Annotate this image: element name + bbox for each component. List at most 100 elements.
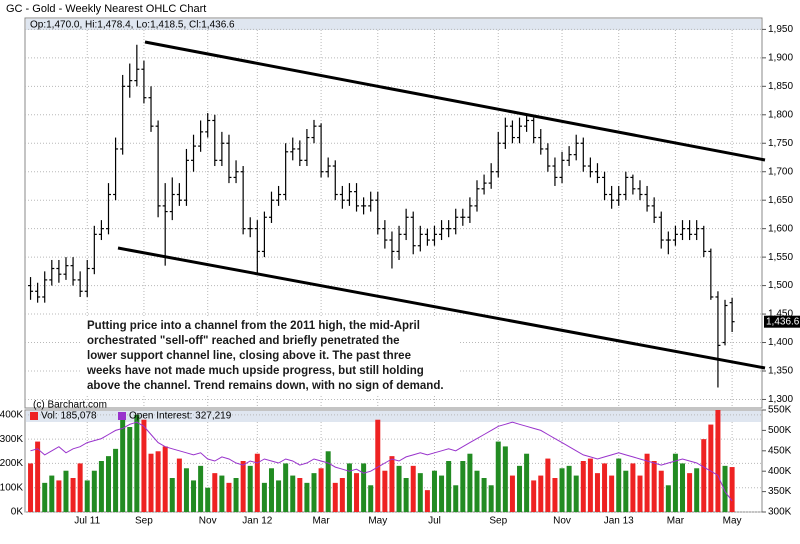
legend-label: Vol: 185,078 — [41, 411, 97, 422]
y-tick-label: 1,850 — [768, 81, 793, 92]
volume-bar — [552, 478, 558, 512]
x-tick-label: Mar — [312, 516, 330, 527]
volume-bar — [687, 473, 693, 512]
volume-bar — [382, 470, 388, 512]
volume-bar — [609, 475, 615, 512]
volume-bar — [325, 451, 331, 512]
y-tick-label: 100K — [0, 482, 23, 493]
x-tick-label: Jan 12 — [242, 516, 272, 527]
volume-bar — [396, 465, 402, 512]
volume-bar — [715, 410, 721, 512]
volume-bar — [141, 419, 147, 512]
volume-bar — [446, 461, 452, 512]
legend-swatch — [118, 412, 126, 420]
y-tick-label: 1,450 — [768, 309, 793, 320]
volume-bar — [233, 478, 239, 512]
y-tick-label: 1,400 — [768, 337, 793, 348]
volume-bar — [98, 461, 104, 512]
volume-bars — [28, 410, 735, 512]
y-tick-label: 1,900 — [768, 52, 793, 63]
volume-bar — [474, 470, 480, 512]
ohlc-legend: Op:1,470.0, Hi:1,478.4, Lo:1,418.5, Cl:1… — [30, 20, 235, 31]
annotation-line: Putting price into a channel from the 20… — [87, 320, 420, 332]
price-legend-strip — [26, 19, 761, 30]
volume-bar — [424, 490, 430, 512]
volume-bar — [658, 470, 664, 512]
volume-bar — [84, 480, 90, 512]
volume-bar — [105, 456, 111, 512]
annotation-line: lower support channel line, closing abov… — [87, 350, 411, 362]
volume-bar — [261, 482, 267, 512]
volume-bar — [481, 478, 487, 512]
volume-bar — [602, 463, 608, 512]
source: (c) Barchart.com — [33, 400, 107, 411]
x-tick-label: May — [723, 516, 742, 527]
last-price-box — [764, 315, 800, 328]
volume-bar — [694, 468, 700, 512]
volume-bar — [77, 463, 83, 512]
volume-bar — [495, 441, 501, 512]
volume-bar — [672, 453, 678, 512]
y-tick-label: 1,700 — [768, 166, 793, 177]
y2-tick-label: 450K — [768, 445, 792, 456]
volume-bar — [559, 468, 565, 512]
volume-bar — [113, 448, 119, 512]
volume-bar — [573, 475, 579, 512]
volume-bar — [417, 473, 423, 512]
volume-legend-strip — [26, 411, 761, 422]
y-tick-label: 1,600 — [768, 223, 793, 234]
volume-bar — [35, 441, 41, 512]
volume-bar — [127, 427, 133, 512]
volume-bar — [722, 465, 728, 512]
volume-bar — [28, 463, 34, 512]
volume-bar — [283, 463, 289, 512]
volume-bar — [318, 468, 324, 512]
volume-bar — [254, 453, 260, 512]
annotation: Putting price into a channel from the 20… — [86, 320, 444, 392]
legend-label: Open Interest: 327,219 — [129, 411, 232, 422]
y-tick-label: 200K — [0, 458, 23, 469]
volume-bar — [630, 463, 636, 512]
volume-bar — [311, 473, 317, 512]
volume-bar — [346, 463, 352, 512]
x-tick-label: Jan 13 — [604, 516, 634, 527]
volume-bar — [460, 461, 466, 512]
volume-bar — [354, 473, 360, 512]
volume-bar — [616, 458, 622, 512]
volume-bar — [587, 458, 593, 512]
x-tick-label: Sep — [135, 516, 153, 527]
open-interest-line — [30, 421, 733, 502]
volume-bar — [545, 458, 551, 512]
ohlc-bars — [28, 44, 735, 388]
volume-bar — [205, 487, 211, 512]
volume-bar — [134, 414, 140, 512]
annotation-line: weeks have not made much upside progress… — [86, 365, 424, 377]
volume-bar — [665, 485, 671, 512]
volume-bar — [509, 475, 515, 512]
volume-bar — [49, 475, 55, 512]
annotation-line: above the channel. Trend remains down, w… — [87, 380, 444, 392]
x-tick-label: Jul — [428, 516, 441, 527]
marks: 1,300 1,350 1,400 1,450 1,500 1,550 1,600 1,650… — [0, 24, 800, 527]
volume-bar — [268, 468, 274, 512]
volume-bar — [276, 480, 282, 512]
volume-bar — [148, 453, 154, 512]
x-tick-label: Nov — [553, 516, 571, 527]
volume-bar — [361, 463, 367, 512]
y-tick-label: 1,550 — [768, 252, 793, 263]
y-tick-label: 0K — [11, 507, 24, 518]
volume-bar — [339, 478, 345, 512]
y2-tick-label: 500K — [768, 425, 792, 436]
volume-bar — [580, 461, 586, 512]
y2-tick-label: 400K — [768, 466, 792, 477]
volume-bar — [297, 478, 303, 512]
volume-bar — [162, 446, 168, 512]
volume-bar — [517, 465, 523, 512]
upper-channel-line — [144, 40, 766, 162]
volume-bar — [651, 461, 657, 512]
volume-bar — [191, 480, 197, 512]
volume-bar — [680, 463, 686, 512]
volume-bar — [183, 468, 189, 512]
volume-bar — [524, 453, 530, 512]
volume-bar — [538, 475, 544, 512]
